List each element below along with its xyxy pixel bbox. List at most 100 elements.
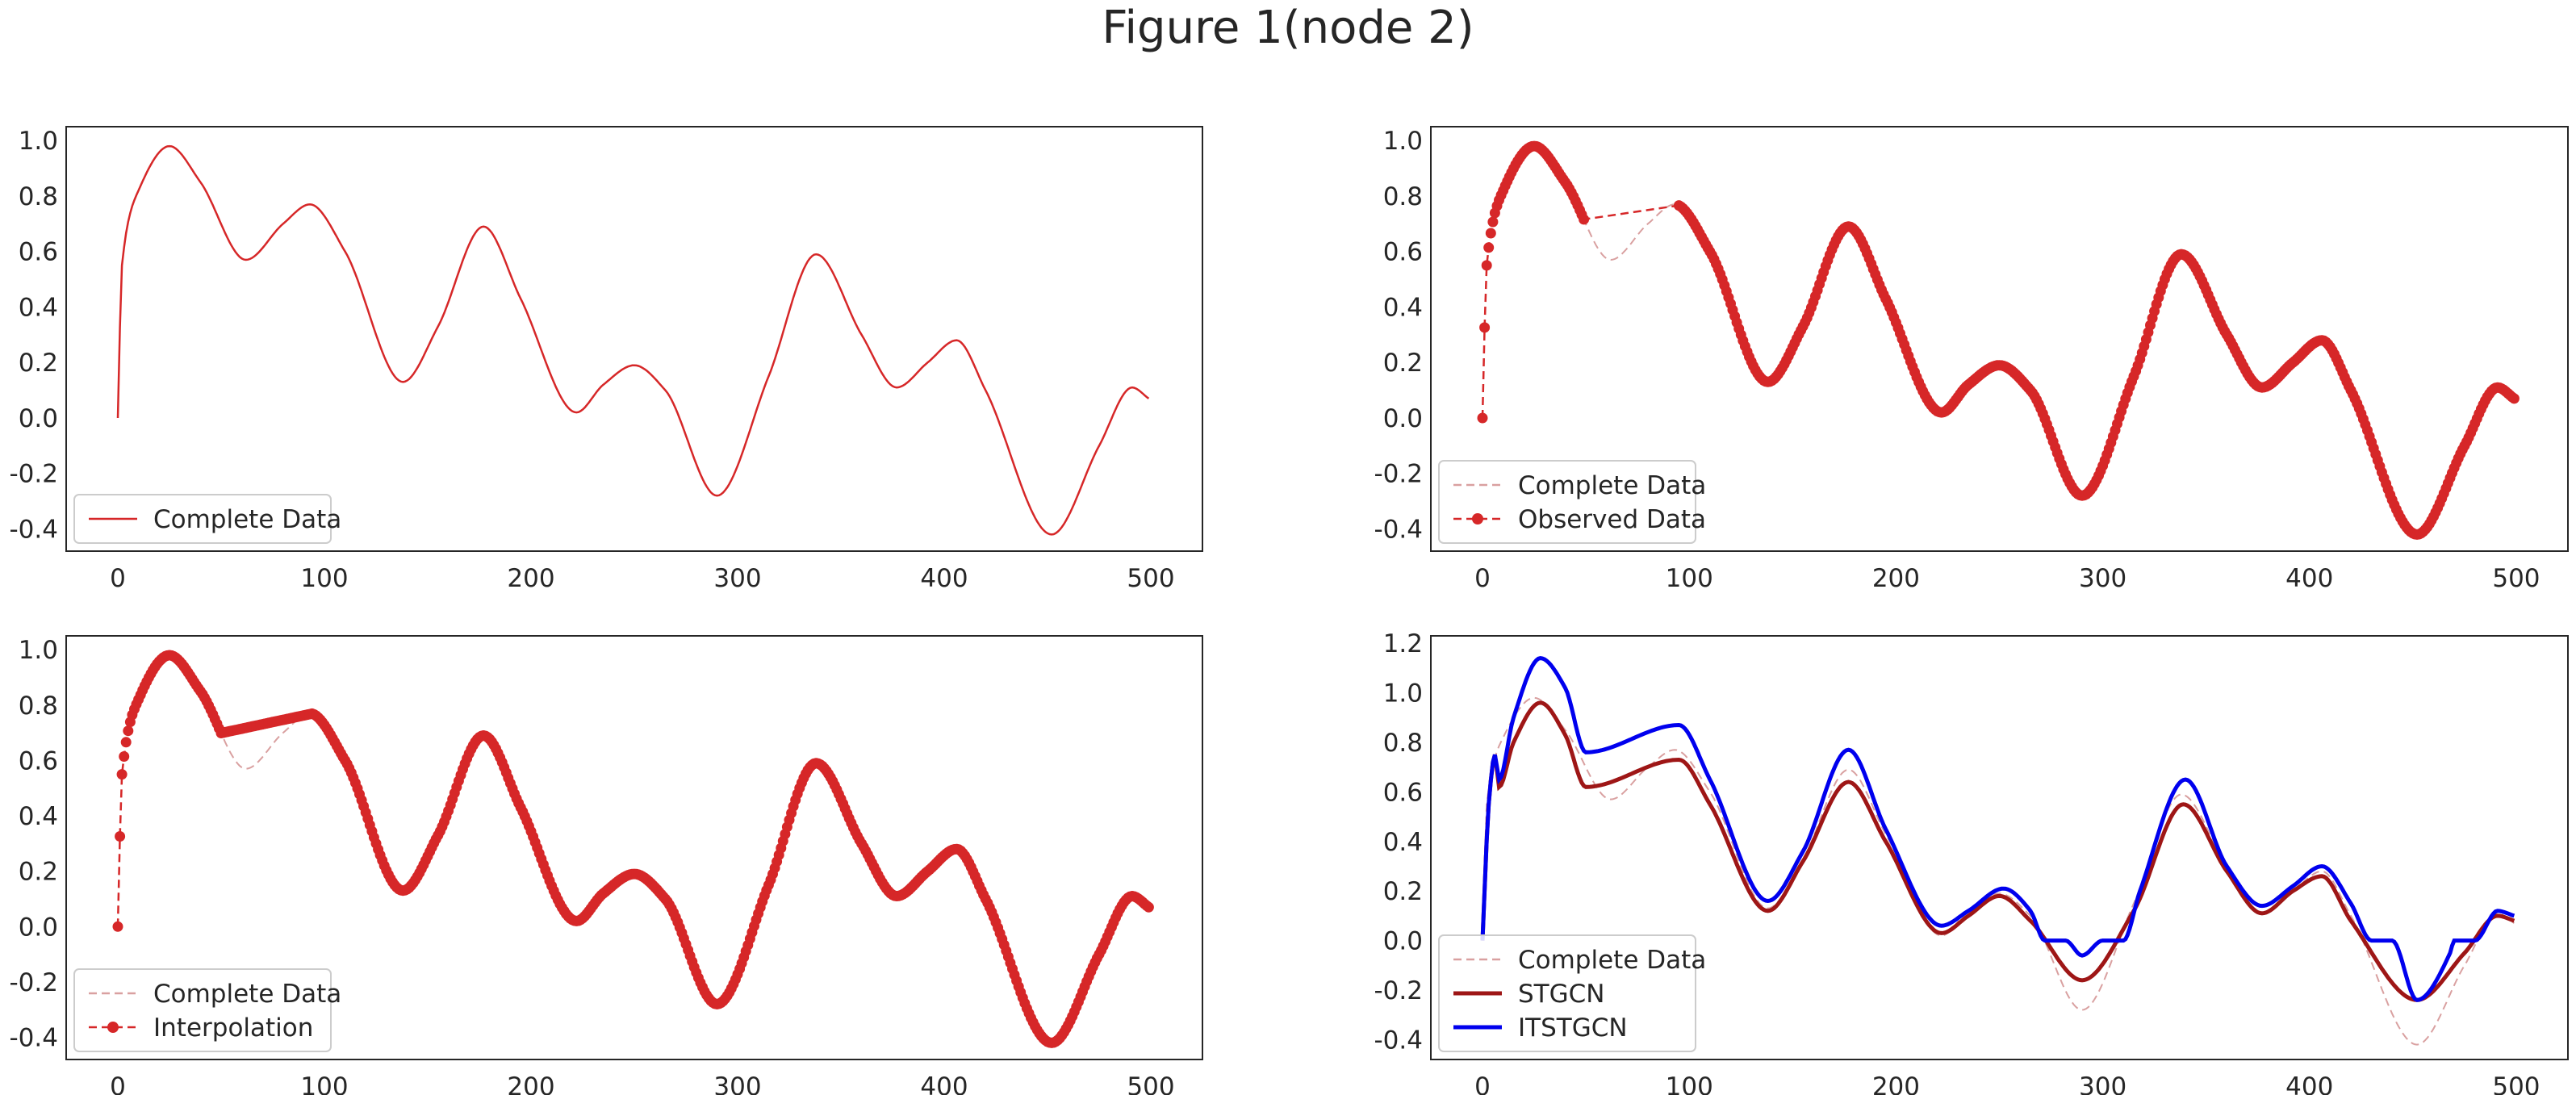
x-tick-label: 300 [2079, 1072, 2126, 1095]
x-tick-label: 100 [300, 1072, 348, 1095]
x-tick-label: 400 [2285, 564, 2333, 593]
legend-label: Complete Data [153, 980, 341, 1009]
series-complete-data-line [1482, 696, 2515, 1046]
y-tick-label: 1.0 [1383, 127, 1423, 156]
x-tick-label: 0 [110, 1072, 126, 1095]
y-tick-label: 0.4 [1383, 828, 1423, 857]
series-interpolation-point [115, 831, 126, 842]
y-tick-label: 0.8 [19, 692, 58, 721]
series-observed-data-point [1487, 216, 1499, 228]
y-tick-label: 0.0 [1383, 927, 1423, 956]
legend-label: STGCN [1518, 980, 1604, 1009]
series-complete-data-line [116, 144, 1150, 536]
y-tick-label: 0.0 [19, 404, 58, 433]
y-tick-label: 0.2 [19, 349, 58, 378]
series-observed-data-point [1481, 260, 1492, 271]
series-observed-data-point [1477, 412, 1488, 424]
legend-box [73, 494, 332, 544]
series-observed-data-point [1479, 322, 1491, 333]
y-tick-label: 0.2 [1383, 877, 1423, 906]
x-tick-label: 200 [507, 1072, 554, 1095]
series-observed-data-point [2508, 393, 2520, 404]
plot-area [116, 144, 1150, 536]
y-tick-label: 0.8 [1383, 729, 1423, 758]
x-tick-label: 300 [713, 1072, 761, 1095]
y-tick-label: -0.2 [1374, 460, 1424, 489]
x-tick-label: 300 [713, 564, 761, 593]
y-tick-label: 1.0 [1383, 679, 1423, 708]
y-tick-label: 1.0 [19, 127, 58, 156]
y-tick-label: -0.2 [10, 968, 59, 997]
legend-marker [1472, 513, 1483, 525]
y-tick-label: -0.2 [1374, 976, 1424, 1005]
figure-title: Figure 1(node 2) [1102, 2, 1474, 54]
subplot-top-left: 0 100 200 300 400 500 -0.4 -0.2 0.0 0.2 0.4 0.6 0.8 1… [10, 126, 1203, 593]
series-interpolation-point [112, 921, 123, 932]
series-interpolation-point [1143, 901, 1154, 913]
x-tick-label: 200 [1872, 564, 1920, 593]
series-interpolation-point [120, 737, 132, 748]
y-tick-label: 0.4 [19, 293, 58, 322]
legend-label: Complete Data [153, 505, 341, 534]
series-observed-data-point [1579, 214, 1590, 225]
series-stgcn-line [1480, 700, 2515, 1002]
y-tick-label: 1.2 [1383, 629, 1423, 658]
legend-marker [107, 1022, 119, 1033]
series-interpolation-point [123, 725, 134, 737]
x-tick-label: 500 [1127, 1072, 1174, 1095]
legend-label: Complete Data [1518, 471, 1706, 500]
legend-box [1438, 460, 1696, 544]
axes-frame [65, 635, 1203, 1060]
y-tick-label: 1.0 [19, 636, 58, 665]
y-tick-label: 0.4 [1383, 293, 1423, 322]
legend-box [73, 968, 332, 1052]
legend: Complete Data Observed Data [1438, 460, 1706, 544]
x-tick-label: 0 [1474, 1072, 1491, 1095]
legend: Complete Data Interpolation [73, 968, 341, 1052]
series-observed-data-point [1485, 228, 1496, 239]
x-tick-label: 100 [1666, 564, 1713, 593]
y-tick-label: 0.6 [19, 238, 58, 267]
y-tick-label: 0.6 [19, 746, 58, 775]
y-tick-label: 0.2 [19, 858, 58, 887]
legend-label: Interpolation [153, 1014, 313, 1043]
x-tick-label: 500 [2492, 564, 2540, 593]
x-tick-label: 400 [920, 564, 968, 593]
y-tick-label: 0.8 [1383, 182, 1423, 211]
legend-box [1438, 934, 1696, 1052]
plot-area [112, 650, 1154, 1048]
legend: Complete Data [73, 494, 341, 544]
series-interpolation-point [116, 769, 128, 780]
x-tick-label: 100 [1666, 1072, 1713, 1095]
subplot-bottom-right: 0 100 200 300 400 500 -0.4 -0.2 0.0 0.2 0.4 0.6 0.8 1… [1374, 629, 2569, 1095]
legend-label: Complete Data [1518, 946, 1706, 975]
y-tick-label: -0.4 [1374, 515, 1424, 544]
legend: Complete Data STGCN ITSTGCN [1438, 934, 1706, 1052]
plot-area [1477, 140, 2520, 540]
y-tick-label: 0.0 [19, 913, 58, 942]
axes-frame [1430, 635, 2569, 1060]
subplot-top-right: 0 100 200 300 400 500 -0.4 -0.2 0.0 0.2 0.4 0.6 0.8 1… [1374, 126, 2569, 593]
x-tick-label: 200 [1872, 1072, 1920, 1095]
series-interpolation-point [119, 751, 130, 762]
x-tick-label: 500 [1127, 564, 1174, 593]
y-tick-label: 0.4 [19, 802, 58, 831]
x-tick-label: 0 [110, 564, 126, 593]
y-tick-label: -0.2 [10, 460, 59, 489]
subplot-bottom-left: 0 100 200 300 400 500 -0.4 -0.2 0.0 0.2 0.4 0.6 0.8 1… [10, 635, 1203, 1095]
y-tick-label: -0.4 [1374, 1026, 1424, 1055]
axes-frame [1430, 126, 2569, 552]
x-tick-label: 400 [920, 1072, 968, 1095]
y-tick-label: -0.4 [10, 1024, 59, 1053]
legend-label: Observed Data [1518, 505, 1706, 534]
y-tick-label: 0.6 [1383, 238, 1423, 267]
plot-area [1480, 656, 2515, 1046]
legend-label: ITSTGCN [1518, 1014, 1628, 1043]
y-tick-label: 0.0 [1383, 404, 1423, 433]
series-itstgcn-line [1480, 656, 2515, 1002]
x-tick-label: 200 [507, 564, 554, 593]
x-tick-label: 0 [1474, 564, 1491, 593]
x-tick-label: 500 [2492, 1072, 2540, 1095]
y-tick-label: 0.6 [1383, 778, 1423, 807]
